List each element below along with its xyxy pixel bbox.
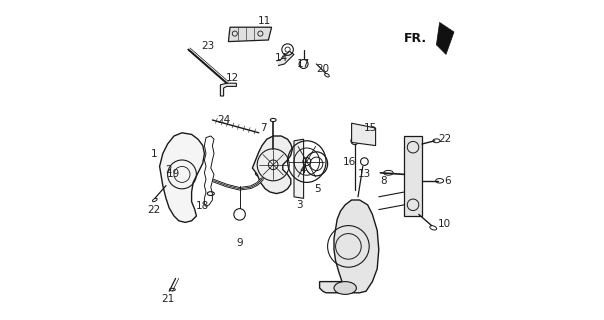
Polygon shape — [252, 136, 292, 194]
Text: 6: 6 — [445, 176, 451, 186]
Polygon shape — [294, 139, 304, 198]
Text: 23: 23 — [201, 41, 214, 52]
Text: 12: 12 — [226, 73, 239, 84]
Text: 22: 22 — [438, 134, 451, 144]
Text: 10: 10 — [438, 219, 451, 229]
Text: 1: 1 — [151, 148, 158, 159]
Text: 11: 11 — [258, 16, 271, 26]
Text: 24: 24 — [217, 115, 230, 125]
Text: 17: 17 — [297, 59, 310, 69]
Polygon shape — [220, 83, 236, 96]
Text: 19: 19 — [167, 169, 180, 180]
Polygon shape — [405, 136, 422, 216]
Text: 18: 18 — [196, 201, 210, 212]
Text: 2: 2 — [165, 164, 172, 175]
Polygon shape — [159, 133, 204, 222]
Text: 22: 22 — [147, 204, 161, 215]
Text: 21: 21 — [161, 294, 174, 304]
Text: 13: 13 — [358, 169, 371, 180]
Text: 14: 14 — [275, 52, 288, 63]
Text: 16: 16 — [342, 156, 356, 167]
Text: 15: 15 — [364, 123, 378, 133]
Text: 9: 9 — [236, 238, 243, 248]
Text: 7: 7 — [260, 123, 267, 133]
Text: 20: 20 — [316, 64, 329, 74]
Polygon shape — [437, 22, 454, 54]
Polygon shape — [277, 51, 294, 66]
Text: FR.: FR. — [403, 32, 427, 45]
Text: 5: 5 — [314, 184, 321, 194]
Polygon shape — [228, 27, 272, 42]
Polygon shape — [352, 123, 376, 146]
Ellipse shape — [334, 282, 356, 294]
Text: 4: 4 — [300, 164, 306, 175]
Text: 8: 8 — [381, 176, 387, 186]
Text: 3: 3 — [296, 200, 303, 210]
Polygon shape — [320, 200, 379, 293]
